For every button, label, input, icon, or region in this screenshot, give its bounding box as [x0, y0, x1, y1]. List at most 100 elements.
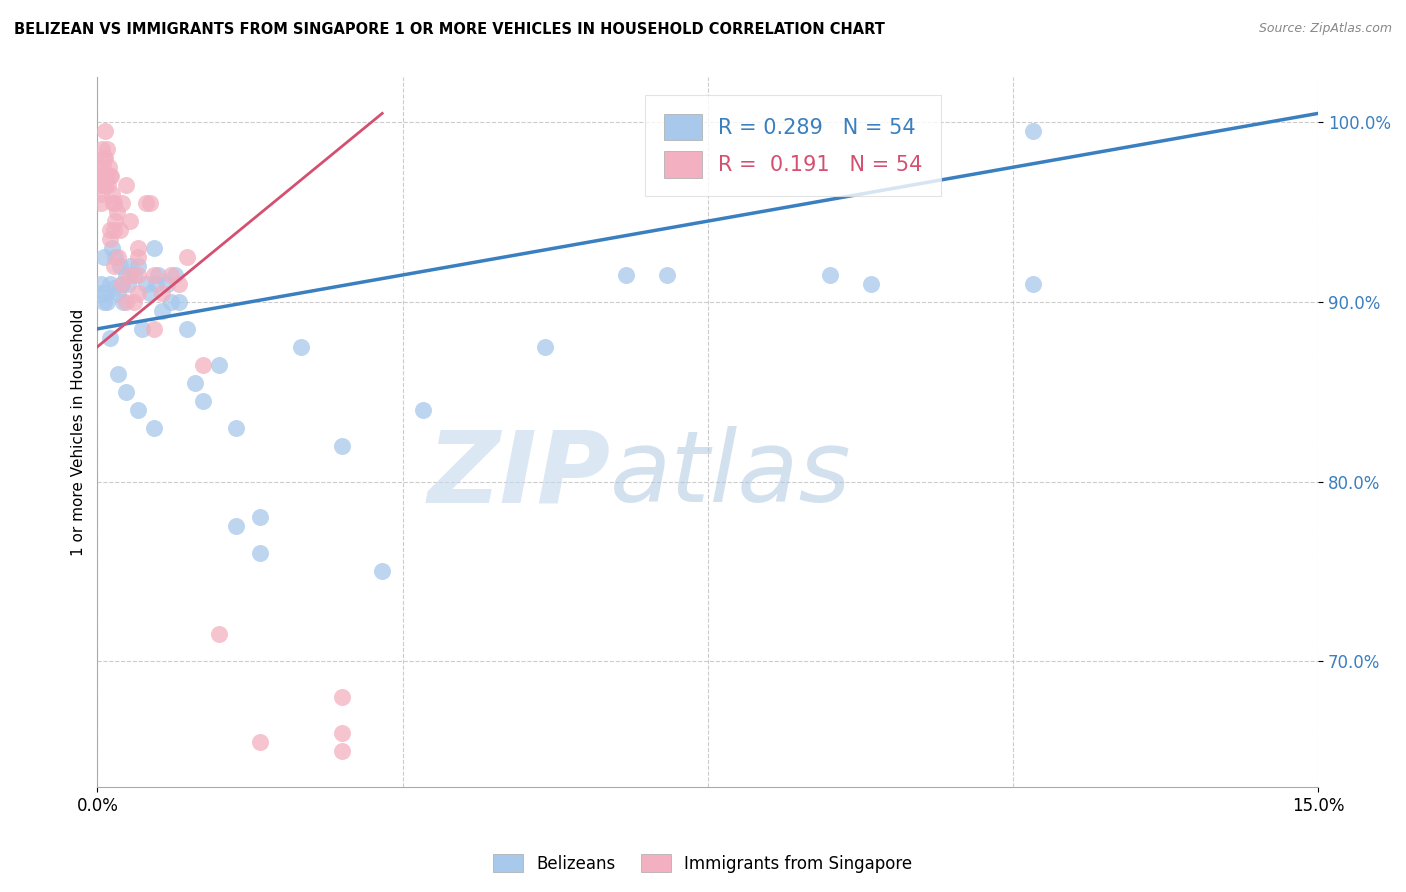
Point	[94, 124, 117, 138]
Point	[117, 277, 139, 291]
Point	[111, 277, 134, 291]
Point	[148, 268, 170, 282]
Point	[100, 169, 122, 184]
Point	[103, 223, 125, 237]
Point	[105, 205, 128, 219]
Point	[115, 178, 138, 193]
Point	[152, 304, 174, 318]
Point	[94, 178, 117, 193]
Point	[127, 268, 149, 282]
Point	[818, 268, 841, 282]
Point	[104, 250, 127, 264]
Point	[112, 294, 135, 309]
Point	[108, 223, 131, 237]
Point	[115, 294, 138, 309]
Point	[96, 169, 118, 184]
Point	[534, 340, 557, 354]
Point	[118, 214, 141, 228]
Point	[859, 277, 882, 291]
Point	[159, 268, 181, 282]
Point	[191, 358, 214, 372]
Point	[143, 322, 166, 336]
Point	[100, 169, 122, 184]
Point	[249, 510, 271, 524]
Point	[127, 402, 149, 417]
Point	[412, 402, 434, 417]
Point	[108, 259, 131, 273]
Y-axis label: 1 or more Vehicles in Household: 1 or more Vehicles in Household	[72, 309, 86, 556]
Point	[655, 268, 678, 282]
Point	[330, 726, 353, 740]
Point	[616, 268, 638, 282]
Point	[107, 285, 129, 300]
Point	[122, 294, 145, 309]
Point	[97, 160, 120, 174]
Point	[155, 277, 177, 291]
Point	[101, 241, 124, 255]
Point	[167, 277, 190, 291]
Text: atlas: atlas	[610, 426, 852, 524]
Point	[135, 277, 157, 291]
Point	[249, 546, 271, 560]
Point	[90, 285, 112, 300]
Point	[330, 439, 353, 453]
Legend: R = 0.289   N = 54, R =  0.191   N = 54: R = 0.289 N = 54, R = 0.191 N = 54	[645, 95, 941, 196]
Point	[184, 376, 207, 390]
Point	[93, 151, 115, 165]
Point	[135, 196, 157, 211]
Point	[330, 690, 353, 704]
Point	[127, 241, 149, 255]
Point	[208, 627, 231, 641]
Point	[90, 196, 112, 211]
Point	[208, 358, 231, 372]
Point	[90, 178, 112, 193]
Legend: Belizeans, Immigrants from Singapore: Belizeans, Immigrants from Singapore	[486, 847, 920, 880]
Point	[145, 277, 167, 291]
Point	[176, 250, 198, 264]
Point	[118, 259, 141, 273]
Point	[98, 223, 121, 237]
Point	[101, 187, 124, 202]
Point	[249, 735, 271, 749]
Point	[167, 294, 190, 309]
Point	[225, 420, 247, 434]
Point	[91, 142, 114, 156]
Point	[371, 564, 394, 578]
Point	[101, 196, 124, 211]
Point	[93, 250, 115, 264]
Point	[143, 420, 166, 434]
Point	[98, 277, 121, 291]
Point	[97, 178, 120, 193]
Text: ZIP: ZIP	[427, 426, 610, 524]
Point	[103, 259, 125, 273]
Point	[118, 268, 141, 282]
Point	[131, 322, 153, 336]
Point	[96, 142, 118, 156]
Point	[98, 232, 121, 246]
Point	[159, 294, 181, 309]
Point	[127, 285, 149, 300]
Point	[152, 285, 174, 300]
Point	[103, 196, 125, 211]
Point	[1022, 277, 1045, 291]
Point	[93, 151, 115, 165]
Point	[111, 277, 134, 291]
Point	[94, 285, 117, 300]
Point	[122, 268, 145, 282]
Point	[107, 250, 129, 264]
Point	[330, 744, 353, 758]
Text: BELIZEAN VS IMMIGRANTS FROM SINGAPORE 1 OR MORE VEHICLES IN HOUSEHOLD CORRELATIO: BELIZEAN VS IMMIGRANTS FROM SINGAPORE 1 …	[14, 22, 884, 37]
Point	[93, 294, 115, 309]
Point	[90, 277, 112, 291]
Point	[127, 259, 149, 273]
Point	[127, 250, 149, 264]
Point	[290, 340, 312, 354]
Point	[107, 367, 129, 381]
Point	[143, 268, 166, 282]
Point	[91, 169, 114, 184]
Point	[176, 322, 198, 336]
Point	[1022, 124, 1045, 138]
Point	[139, 285, 162, 300]
Point	[225, 519, 247, 533]
Point	[143, 241, 166, 255]
